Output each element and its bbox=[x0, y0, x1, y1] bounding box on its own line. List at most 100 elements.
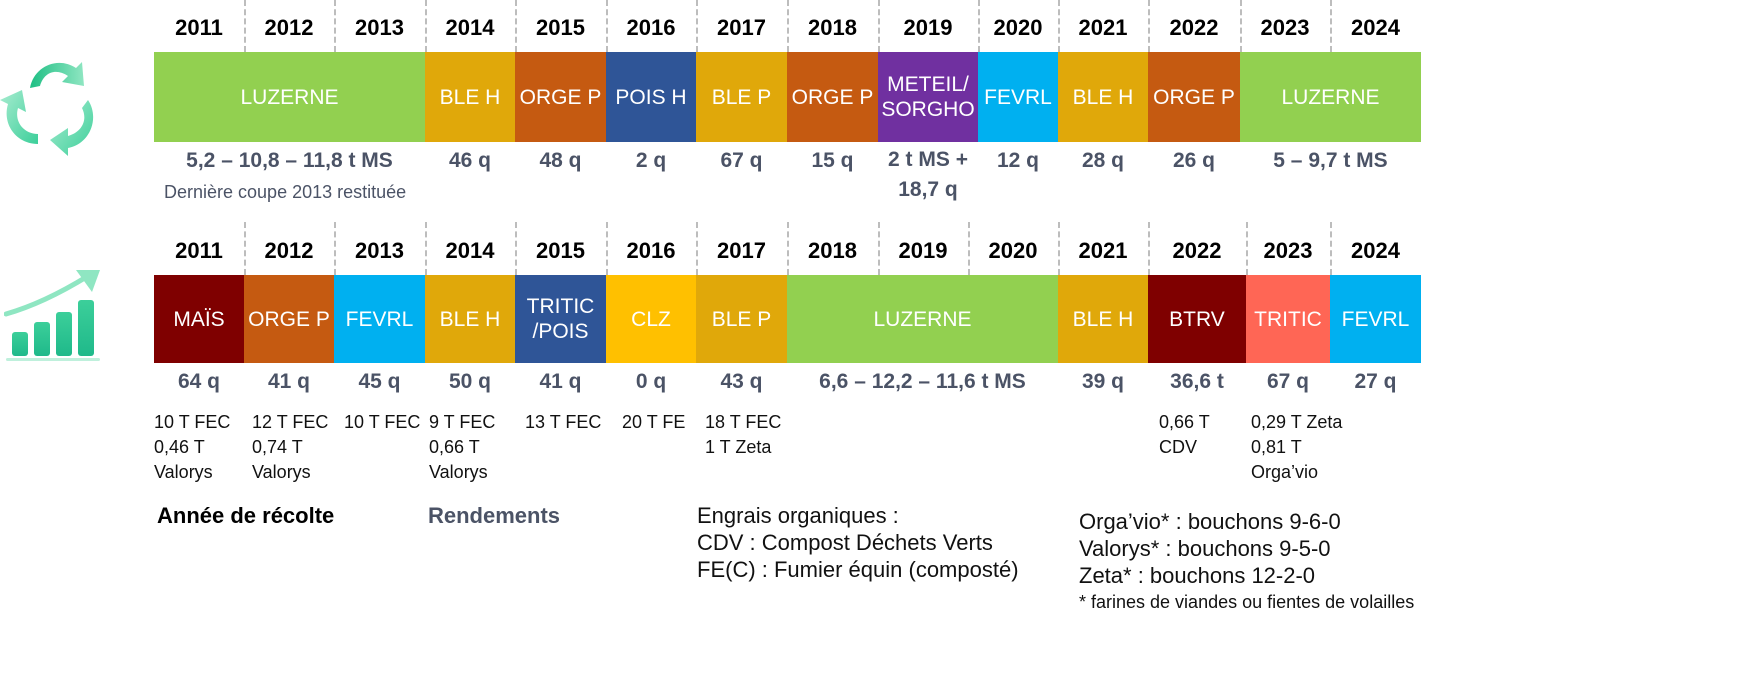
bottom-year-separator bbox=[1246, 222, 1248, 275]
bottom-year-separator bbox=[878, 222, 880, 275]
bottom-year-separator bbox=[696, 222, 698, 275]
top-yield-value: 2 t MS + 18,7 q bbox=[888, 148, 968, 201]
bottom-year-2012: 2012 bbox=[264, 238, 314, 263]
legend-harvest-year: Année de récolte bbox=[157, 503, 335, 528]
top-crop-block: ORGE P bbox=[1148, 52, 1240, 142]
bottom-crop-block: FEVRL bbox=[1330, 275, 1421, 363]
growth-chart-icon bbox=[4, 270, 100, 361]
top-year-separator bbox=[787, 0, 789, 52]
top-year-separator bbox=[1148, 0, 1150, 52]
bottom-yield-value: 27 q bbox=[1354, 370, 1397, 393]
top-year-2014: 2014 bbox=[445, 15, 495, 40]
top-crop-block: ORGE P bbox=[787, 52, 878, 142]
bottom-crop-block: TRITIC bbox=[1246, 275, 1330, 363]
bottom-year-separator bbox=[606, 222, 608, 275]
top-year-2013: 2013 bbox=[355, 15, 404, 40]
bottom-yield-value: 67 q bbox=[1266, 370, 1310, 393]
bottom-yield-value: 45 q bbox=[358, 370, 401, 393]
top-year-2017: 2017 bbox=[717, 15, 766, 40]
bottom-yield-value: 6,6 – 12,2 – 11,6 t MS bbox=[819, 370, 1026, 393]
bottom-crop-block: ORGE P bbox=[244, 275, 334, 363]
bottom-crop-block: BTRV bbox=[1148, 275, 1246, 363]
legend-yields: Rendements bbox=[428, 503, 561, 528]
bottom-year-2020: 2020 bbox=[988, 238, 1038, 263]
top-year-separator bbox=[1330, 0, 1332, 52]
top-year-separator bbox=[334, 0, 336, 52]
top-yield-value: 46 q bbox=[448, 149, 492, 172]
bottom-crop-block: MAÏS bbox=[154, 275, 244, 363]
top-yield-value: 48 q bbox=[539, 149, 582, 172]
top-year-separator bbox=[244, 0, 246, 52]
top-year-2024: 2024 bbox=[1351, 15, 1400, 40]
top-crop-block: METEIL/ SORGHO bbox=[878, 52, 978, 142]
top-year-separator bbox=[878, 0, 880, 52]
bottom-year-2017: 2017 bbox=[717, 238, 766, 263]
top-yield-value: 5 – 9,7 t MS bbox=[1273, 149, 1388, 172]
bottom-year-separator bbox=[1330, 222, 1332, 275]
fertilizer-note: 10 T FEC bbox=[344, 412, 421, 432]
bottom-year-2011: 2011 bbox=[175, 238, 223, 263]
bottom-yield-value: 41 q bbox=[539, 370, 582, 393]
top-year-2020: 2020 bbox=[993, 15, 1043, 40]
top-year-2021: 2021 bbox=[1078, 15, 1128, 40]
bottom-year-2019: 2019 bbox=[898, 238, 948, 263]
bottom-yield-value: 0 q bbox=[635, 370, 667, 393]
bottom-year-2014: 2014 bbox=[445, 238, 495, 263]
top-year-2019: 2019 bbox=[903, 15, 953, 40]
top-crop-block: LUZERNE bbox=[1240, 52, 1421, 142]
bottom-year-2024: 2024 bbox=[1351, 238, 1400, 263]
top-year-2015: 2015 bbox=[536, 15, 585, 40]
bottom-year-separator bbox=[1148, 222, 1150, 275]
top-yield-value: 28 q bbox=[1081, 149, 1125, 172]
top-year-2016: 2016 bbox=[626, 15, 676, 40]
fertilizer-note: 0,29 T Zeta 0,81 T Orga’vio bbox=[1251, 412, 1343, 482]
bottom-crop-block: CLZ bbox=[606, 275, 696, 363]
bottom-year-2016: 2016 bbox=[626, 238, 676, 263]
legend-footnote: * farines de viandes ou fientes de volai… bbox=[1079, 592, 1415, 612]
top-yield-note: Dernière coupe 2013 restituée bbox=[164, 182, 407, 202]
bottom-year-separator bbox=[515, 222, 517, 275]
top-yield-value: 12 q bbox=[996, 149, 1040, 172]
bottom-yield-value: 41 q bbox=[267, 370, 311, 393]
top-crop-block: FEVRL bbox=[978, 52, 1058, 142]
top-crop-block: BLE H bbox=[1058, 52, 1148, 142]
bottom-yield-value: 39 q bbox=[1081, 370, 1125, 393]
top-yield-value: 15 q bbox=[811, 149, 854, 172]
top-year-2018: 2018 bbox=[808, 15, 857, 40]
bottom-year-separator bbox=[244, 222, 246, 275]
top-yield-value: 2 q bbox=[635, 149, 667, 172]
bottom-yield-value: 50 q bbox=[448, 370, 492, 393]
bottom-year-separator bbox=[334, 222, 336, 275]
bottom-year-separator bbox=[787, 222, 789, 275]
top-crop-block: ORGE P bbox=[515, 52, 606, 142]
top-year-separator bbox=[515, 0, 517, 52]
bottom-crop-block: BLE P bbox=[696, 275, 787, 363]
bottom-year-2015: 2015 bbox=[536, 238, 585, 263]
bottom-crop-block: TRITIC /POIS bbox=[515, 275, 606, 363]
top-crop-block: LUZERNE bbox=[154, 52, 425, 142]
fertilizer-note: 18 T FEC 1 T Zeta bbox=[705, 412, 782, 457]
fertilizer-note: 10 T FEC 0,46 T Valorys bbox=[154, 412, 231, 482]
fertilizer-note: 13 T FEC bbox=[525, 412, 602, 432]
top-crop-block: POIS H bbox=[606, 52, 696, 142]
fertilizer-note: 12 T FEC 0,74 T Valorys bbox=[252, 412, 329, 482]
bottom-crop-block: LUZERNE bbox=[787, 275, 1058, 363]
bottom-crop-block: BLE H bbox=[425, 275, 515, 363]
top-crop-block: BLE H bbox=[425, 52, 515, 142]
recycle-icon bbox=[0, 62, 94, 156]
bottom-crop-block: FEVRL bbox=[334, 275, 425, 363]
top-yield-value: 5,2 – 10,8 – 11,8 t MS bbox=[186, 149, 393, 172]
top-year-2022: 2022 bbox=[1169, 15, 1219, 40]
bottom-year-2021: 2021 bbox=[1078, 238, 1128, 263]
bottom-year-separator bbox=[968, 222, 970, 275]
fertilizer-note: 0,66 T CDV bbox=[1159, 412, 1210, 457]
bottom-yield-value: 43 q bbox=[720, 370, 763, 393]
bottom-year-2013: 2013 bbox=[355, 238, 404, 263]
top-year-2011: 2011 bbox=[175, 15, 223, 40]
top-crop-block: BLE P bbox=[696, 52, 787, 142]
bottom-year-2018: 2018 bbox=[808, 238, 857, 263]
bottom-year-2022: 2022 bbox=[1172, 238, 1222, 263]
bottom-year-2023: 2023 bbox=[1263, 238, 1313, 263]
top-yield-value: 26 q bbox=[1172, 149, 1216, 172]
bottom-year-separator bbox=[1058, 222, 1060, 275]
